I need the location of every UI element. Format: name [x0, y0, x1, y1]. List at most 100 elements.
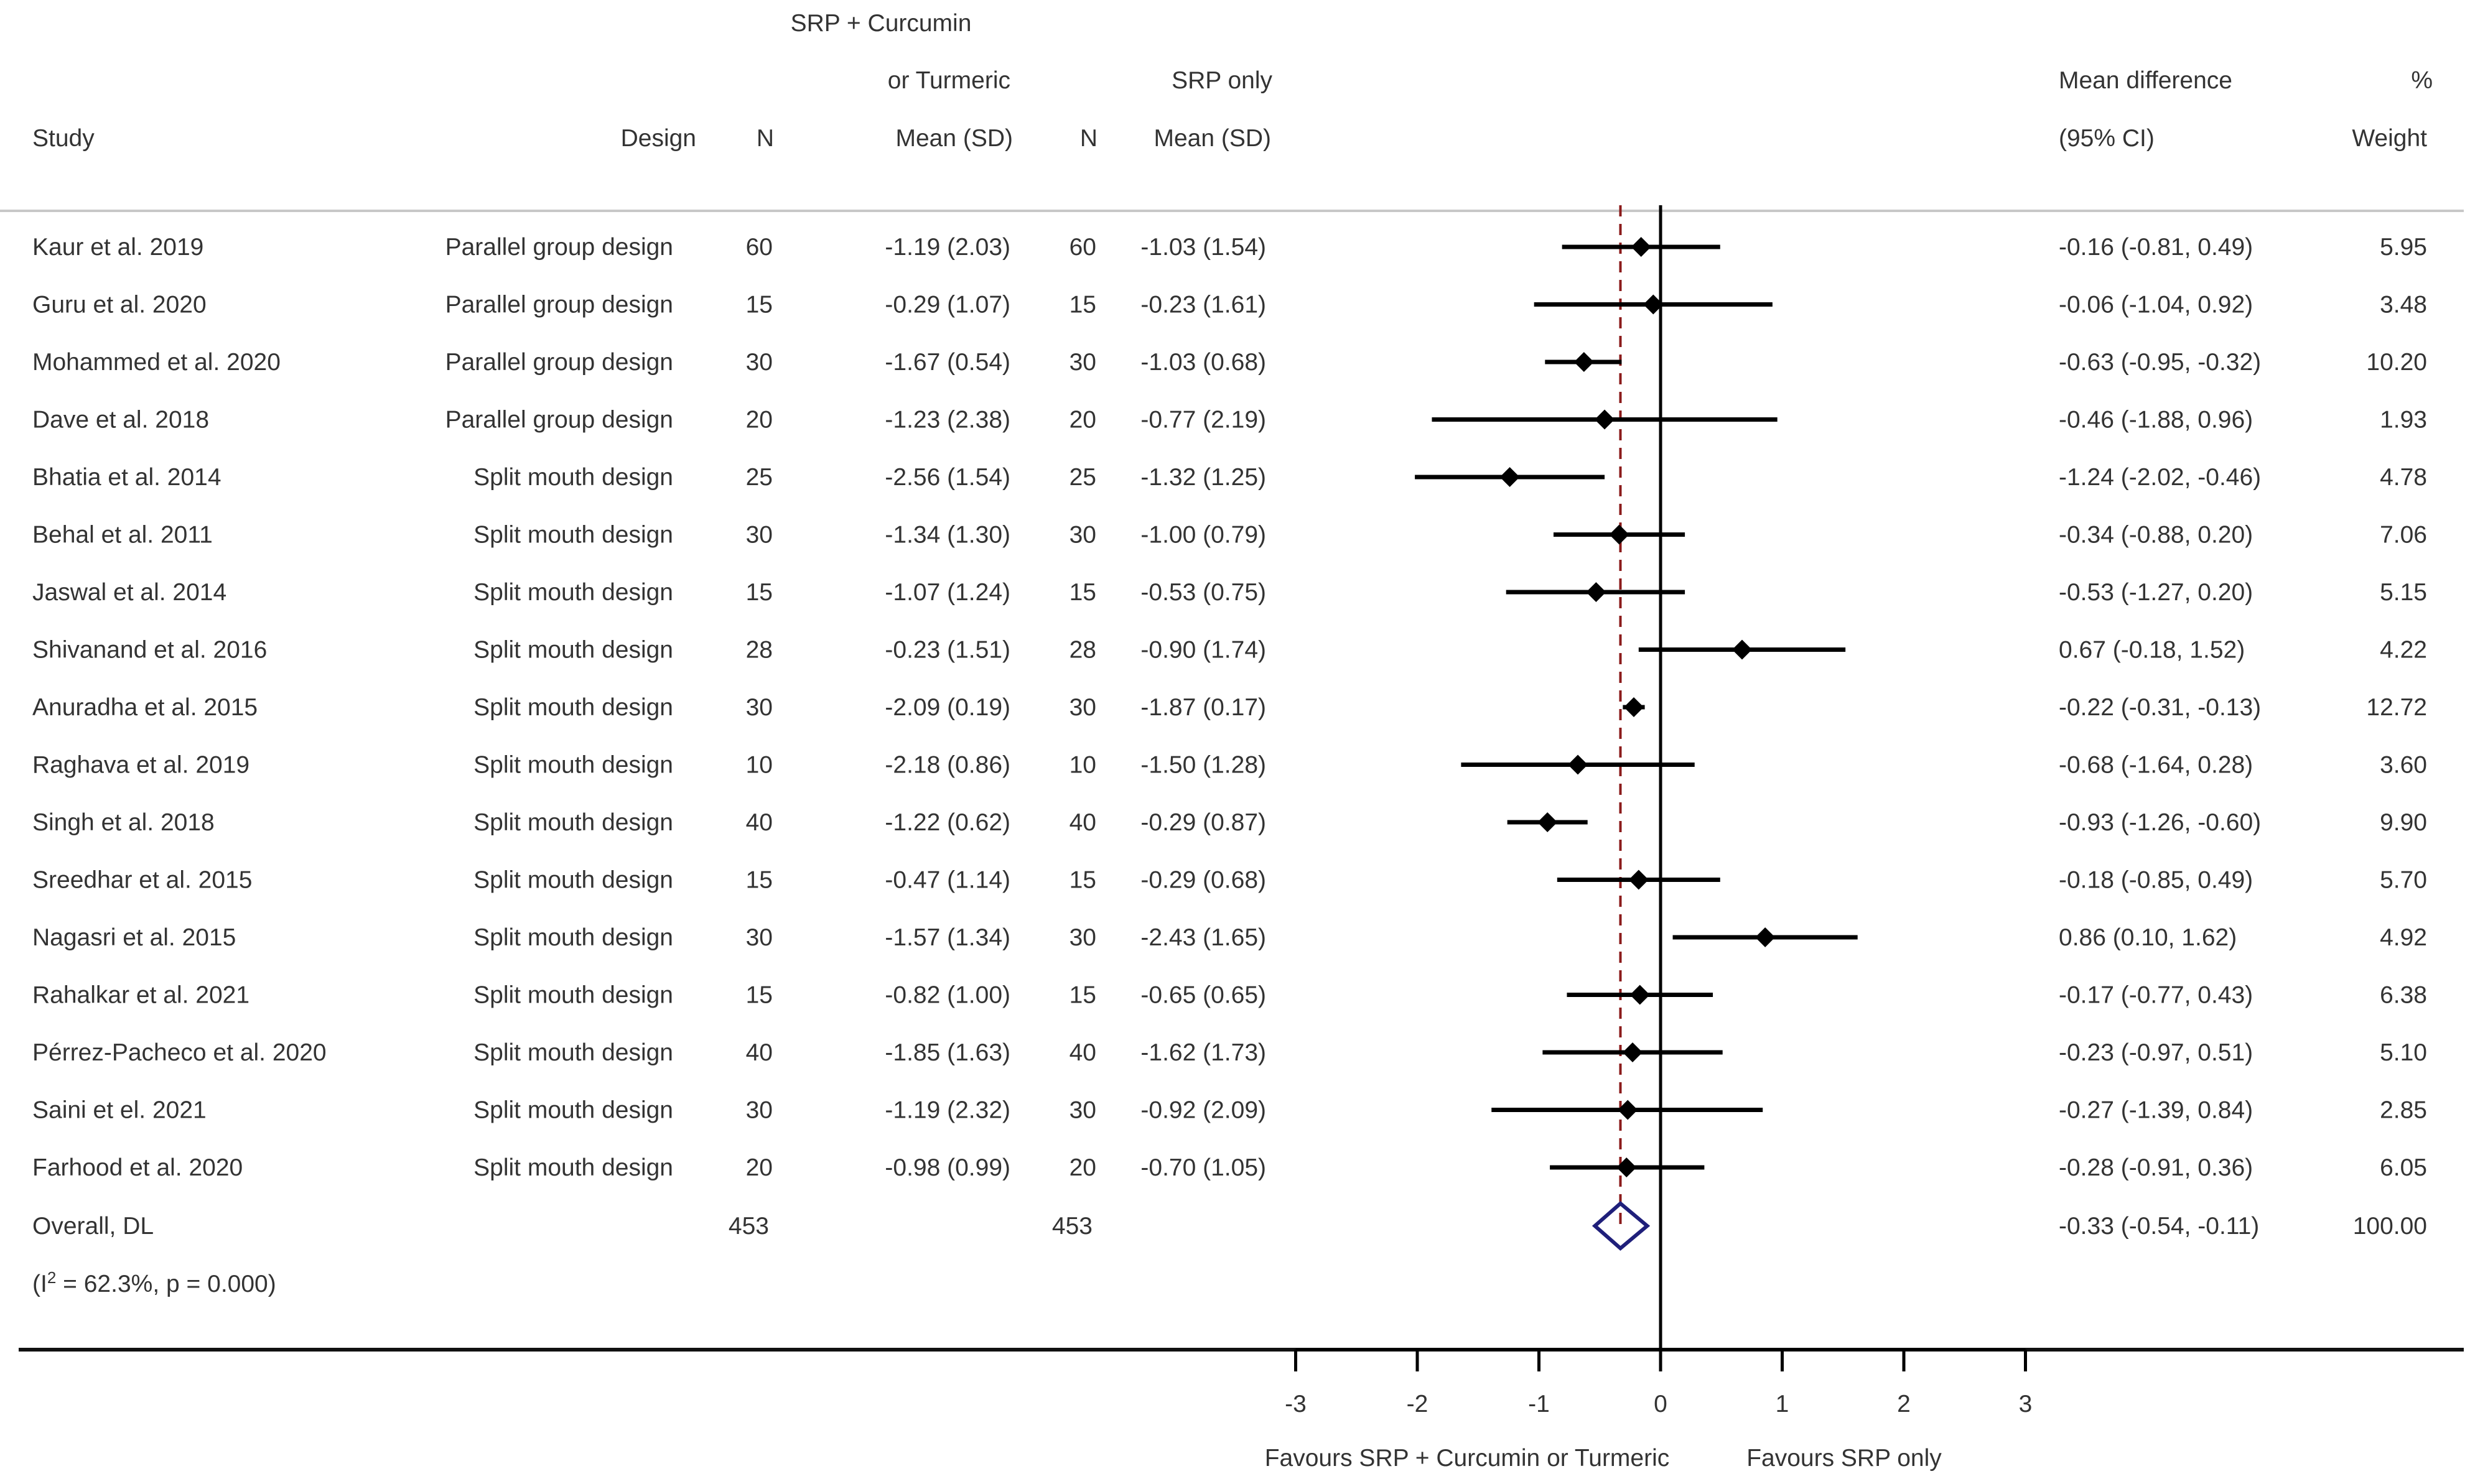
study-design: Split mouth design	[473, 1039, 673, 1066]
study-weight: 6.05	[2380, 1154, 2427, 1181]
study-n-ctrl: 20	[1070, 1154, 1096, 1181]
study-weight: 3.60	[2380, 752, 2427, 779]
study-design: Split mouth design	[473, 694, 673, 721]
heterogeneity-superscript: 2	[47, 1268, 56, 1287]
study-weight: 7.06	[2380, 522, 2427, 549]
study-n-ctrl: 15	[1070, 982, 1096, 1009]
study-name: Mohammed et al. 2020	[32, 349, 281, 376]
study-row: Shivanand et al. 2016 Split mouth design 2…	[32, 637, 2427, 664]
study-n-treat: 30	[746, 522, 773, 549]
point-estimate	[1586, 582, 1606, 602]
header-n-treat: N	[757, 125, 774, 152]
study-weight: 9.90	[2380, 809, 2427, 836]
study-mean-treat: -0.23 (1.51)	[885, 637, 1010, 664]
study-ci-text: -1.24 (-2.02, -0.46)	[2059, 464, 2261, 491]
study-weight: 5.70	[2380, 867, 2427, 894]
study-design: Parallel group design	[445, 292, 673, 318]
study-mean-treat: -0.98 (0.99)	[885, 1154, 1010, 1181]
study-n-ctrl: 20	[1070, 407, 1096, 434]
header-ctrl-line2: Mean (SD)	[1153, 125, 1271, 152]
study-ci-text: -0.68 (-1.64, 0.28)	[2059, 752, 2253, 779]
study-n-ctrl: 60	[1070, 234, 1096, 261]
study-weight: 10.20	[2366, 349, 2427, 376]
study-mean-treat: -0.47 (1.14)	[885, 867, 1010, 894]
study-n-ctrl: 30	[1070, 1097, 1096, 1124]
study-weight: 12.72	[2366, 694, 2427, 721]
heterogeneity-prefix: (I	[32, 1271, 47, 1297]
study-ci-text: -0.53 (-1.27, 0.20)	[2059, 579, 2253, 606]
study-weight: 2.85	[2380, 1097, 2427, 1124]
point-estimate	[1731, 639, 1752, 660]
study-row: Kaur et al. 2019 Parallel group design 60 -…	[32, 234, 2427, 261]
study-mean-treat: -2.18 (0.86)	[885, 752, 1010, 779]
study-mean-treat: -1.67 (0.54)	[885, 349, 1010, 376]
study-weight: 5.15	[2380, 579, 2427, 606]
study-mean-ctrl: -0.90 (1.74)	[1140, 637, 1266, 664]
header-design: Design	[621, 125, 696, 152]
study-weight: 4.92	[2380, 924, 2427, 951]
overall-label: Overall, DL	[32, 1213, 154, 1240]
study-row: Saini et el. 2021 Split mouth design 30 -1.…	[32, 1097, 2427, 1124]
header-treat-line2: or Turmeric	[888, 67, 1010, 94]
study-design: Parallel group design	[445, 234, 673, 261]
study-design: Split mouth design	[473, 1154, 673, 1181]
study-design: Split mouth design	[473, 1097, 673, 1124]
study-mean-ctrl: -0.23 (1.61)	[1140, 292, 1266, 318]
study-mean-treat: -1.07 (1.24)	[885, 579, 1010, 606]
study-n-ctrl: 15	[1070, 579, 1096, 606]
study-n-treat: 15	[746, 867, 773, 894]
header-weight-line1: %	[2411, 67, 2433, 94]
study-weight: 5.10	[2380, 1039, 2427, 1066]
study-n-ctrl: 40	[1070, 1039, 1096, 1066]
study-design: Split mouth design	[473, 522, 673, 549]
study-ci-text: -0.17 (-0.77, 0.43)	[2059, 982, 2253, 1009]
study-name: Shivanand et al. 2016	[32, 637, 267, 664]
x-tick-label: 3	[2019, 1391, 2033, 1417]
study-n-treat: 25	[746, 464, 773, 491]
point-estimate	[1631, 237, 1651, 257]
study-ci-text: -0.93 (-1.26, -0.60)	[2059, 809, 2261, 836]
study-mean-ctrl: -1.32 (1.25)	[1140, 464, 1266, 491]
study-ci-text: -0.34 (-0.88, 0.20)	[2059, 522, 2253, 549]
point-estimate	[1537, 812, 1558, 832]
study-design: Split mouth design	[473, 982, 673, 1009]
heterogeneity: (I2 = 62.3%, p = 0.000)	[32, 1268, 276, 1297]
header-study: Study	[32, 125, 95, 152]
study-mean-treat: -2.56 (1.54)	[885, 464, 1010, 491]
study-ci-text: -0.27 (-1.39, 0.84)	[2059, 1097, 2253, 1124]
study-mean-ctrl: -0.77 (2.19)	[1140, 407, 1266, 434]
study-name: Guru et al. 2020	[32, 292, 207, 318]
favours-right-label: Favours SRP only	[1746, 1445, 1942, 1472]
overall-n-treat: 453	[729, 1213, 769, 1240]
x-tick-label: 0	[1654, 1391, 1667, 1417]
study-name: Jaswal et al. 2014	[32, 579, 226, 606]
header-md-line1: Mean difference	[2059, 67, 2232, 94]
study-mean-ctrl: -0.53 (0.75)	[1140, 579, 1266, 606]
study-row: Rahalkar et al. 2021 Split mouth design 15…	[32, 982, 2427, 1009]
study-weight: 6.38	[2380, 982, 2427, 1009]
point-estimate	[1595, 409, 1615, 430]
header-ctrl-line1: SRP only	[1172, 67, 1272, 94]
point-estimate	[1573, 352, 1594, 372]
study-row: Behal et al. 2011 Split mouth design 30 -1.…	[32, 522, 2427, 549]
x-tick-label: -3	[1285, 1391, 1307, 1417]
favours-left-label: Favours SRP + Curcumin or Turmeric	[1265, 1445, 1670, 1472]
study-mean-treat: -0.82 (1.00)	[885, 982, 1010, 1009]
study-name: Behal et al. 2011	[32, 522, 213, 549]
study-n-ctrl: 30	[1070, 522, 1096, 549]
study-ci-text: -0.18 (-0.85, 0.49)	[2059, 867, 2253, 894]
point-estimate	[1643, 294, 1664, 315]
study-mean-treat: -1.19 (2.03)	[885, 234, 1010, 261]
study-design: Split mouth design	[473, 752, 673, 779]
x-tick-label: -2	[1407, 1391, 1428, 1417]
study-design: Split mouth design	[473, 867, 673, 894]
study-row: Mohammed et al. 2020 Parallel group desig…	[32, 349, 2427, 376]
study-weight: 5.95	[2380, 234, 2427, 261]
point-estimate	[1499, 467, 1520, 487]
study-row: Raghava et al. 2019 Split mouth design 10 -…	[32, 752, 2427, 779]
header-n-ctrl: N	[1080, 125, 1098, 152]
study-design: Split mouth design	[473, 579, 673, 606]
study-name: Kaur et al. 2019	[32, 234, 203, 261]
study-mean-ctrl: -1.50 (1.28)	[1140, 752, 1266, 779]
